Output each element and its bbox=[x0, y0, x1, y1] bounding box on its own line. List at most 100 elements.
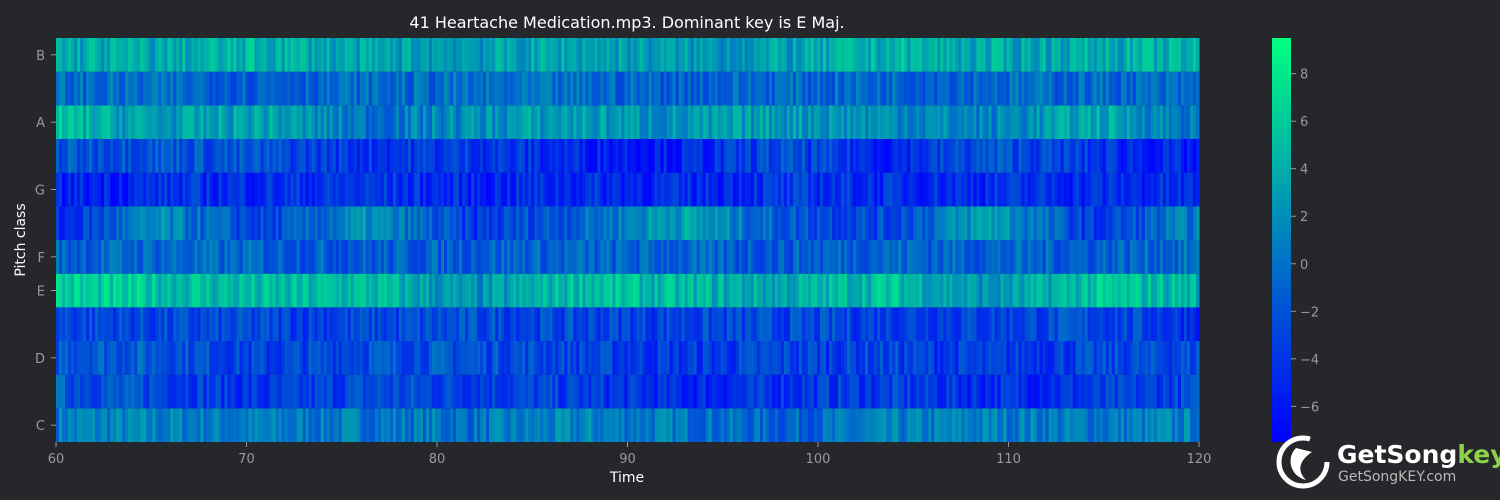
heatmap-cell bbox=[1096, 341, 1101, 375]
heatmap-cell bbox=[305, 206, 310, 240]
heatmap-cell bbox=[371, 172, 376, 207]
heatmap-cell bbox=[1144, 38, 1149, 72]
heatmap-cell bbox=[600, 172, 605, 207]
heatmap-cell bbox=[835, 307, 839, 341]
heatmap-cell bbox=[362, 206, 367, 240]
heatmap-cell bbox=[621, 71, 626, 106]
heatmap-cell bbox=[958, 172, 962, 207]
heatmap-cell bbox=[564, 105, 568, 139]
heatmap-cell bbox=[374, 240, 379, 274]
heatmap-cell bbox=[705, 71, 710, 106]
heatmap-cell bbox=[651, 172, 656, 207]
heatmap-cell bbox=[308, 139, 313, 173]
heatmap-cell bbox=[1156, 374, 1161, 409]
heatmap-cell bbox=[215, 139, 220, 173]
heatmap-cell bbox=[582, 71, 586, 106]
heatmap-cell bbox=[696, 105, 701, 139]
heatmap-cell bbox=[654, 139, 659, 173]
heatmap-cell bbox=[1078, 374, 1083, 409]
heatmap-cell bbox=[254, 273, 259, 308]
heatmap-cell bbox=[413, 139, 418, 173]
heatmap-cell bbox=[68, 273, 72, 308]
heatmap-cell bbox=[1174, 38, 1179, 72]
heatmap-cell bbox=[173, 206, 177, 240]
heatmap-cell bbox=[158, 139, 162, 173]
heatmap-cell bbox=[886, 139, 890, 173]
heatmap-cell bbox=[522, 408, 526, 442]
heatmap-cell bbox=[56, 38, 60, 72]
heatmap-cell bbox=[197, 341, 201, 375]
heatmap-cell bbox=[257, 139, 262, 173]
heatmap-cell bbox=[928, 71, 932, 106]
heatmap-cell bbox=[1102, 374, 1107, 409]
heatmap-cell bbox=[368, 374, 373, 409]
heatmap-cell bbox=[576, 172, 580, 207]
heatmap-cell bbox=[194, 139, 198, 173]
heatmap-cell bbox=[248, 374, 253, 409]
heatmap-cell bbox=[275, 172, 280, 207]
heatmap-cell bbox=[260, 273, 265, 308]
heatmap-cell bbox=[747, 71, 752, 106]
heatmap-cell bbox=[603, 341, 608, 375]
heatmap-cell bbox=[810, 374, 815, 409]
heatmap-cell bbox=[197, 206, 201, 240]
heatmap-cell bbox=[341, 240, 346, 274]
heatmap-cell bbox=[817, 172, 821, 207]
heatmap-cell bbox=[609, 105, 614, 139]
heatmap-cell bbox=[416, 240, 421, 274]
heatmap-cell bbox=[943, 172, 947, 207]
heatmap-cell bbox=[627, 206, 632, 240]
heatmap-cell bbox=[188, 273, 192, 308]
heatmap-cell bbox=[221, 206, 226, 240]
heatmap-cell bbox=[155, 374, 159, 409]
heatmap-cell bbox=[657, 408, 662, 442]
heatmap-cell bbox=[813, 341, 818, 375]
heatmap-cell bbox=[113, 71, 117, 106]
heatmap-cell bbox=[1066, 172, 1071, 207]
heatmap-cell bbox=[666, 273, 671, 308]
heatmap-cell bbox=[639, 240, 644, 274]
heatmap-cell bbox=[561, 139, 565, 173]
heatmap-cell bbox=[510, 273, 514, 308]
heatmap-cell bbox=[80, 273, 84, 308]
heatmap-cell bbox=[495, 172, 499, 207]
heatmap-cell bbox=[684, 38, 689, 72]
heatmap-cell bbox=[943, 105, 947, 139]
heatmap-cell bbox=[564, 71, 568, 106]
y-tick-label: E bbox=[37, 285, 45, 300]
heatmap-cell bbox=[952, 105, 956, 139]
heatmap-cell bbox=[928, 240, 932, 274]
heatmap-cell bbox=[976, 206, 981, 240]
heatmap-cell bbox=[471, 341, 475, 375]
heatmap-cell bbox=[753, 206, 758, 240]
heatmap-cell bbox=[931, 307, 935, 341]
heatmap-cell bbox=[1114, 139, 1119, 173]
heatmap-cell bbox=[203, 240, 207, 274]
heatmap-cell bbox=[158, 38, 162, 72]
heatmap-cell bbox=[678, 105, 683, 139]
heatmap-cell bbox=[1093, 71, 1098, 106]
heatmap-cell bbox=[1075, 139, 1080, 173]
heatmap-cell bbox=[392, 273, 397, 308]
heatmap-cell bbox=[768, 408, 773, 442]
heatmap-cell bbox=[416, 307, 421, 341]
heatmap-cell bbox=[907, 71, 911, 106]
heatmap-cell bbox=[810, 408, 815, 442]
heatmap-cell bbox=[290, 307, 295, 341]
heatmap-cell bbox=[1135, 307, 1140, 341]
heatmap-cell bbox=[1084, 206, 1089, 240]
heatmap-cell bbox=[786, 71, 791, 106]
heatmap-cell bbox=[618, 408, 623, 442]
heatmap-cell bbox=[56, 139, 60, 173]
heatmap-cell bbox=[242, 139, 247, 173]
heatmap-cell bbox=[77, 374, 81, 409]
heatmap-cell bbox=[783, 71, 788, 106]
heatmap-cell bbox=[1192, 71, 1197, 106]
heatmap-cell bbox=[296, 172, 301, 207]
heatmap-cell bbox=[1114, 273, 1119, 308]
heatmap-cell bbox=[892, 105, 896, 139]
heatmap-cell bbox=[573, 273, 577, 308]
heatmap-cell bbox=[510, 374, 514, 409]
heatmap-cell bbox=[248, 341, 253, 375]
heatmap-cell bbox=[615, 71, 620, 106]
